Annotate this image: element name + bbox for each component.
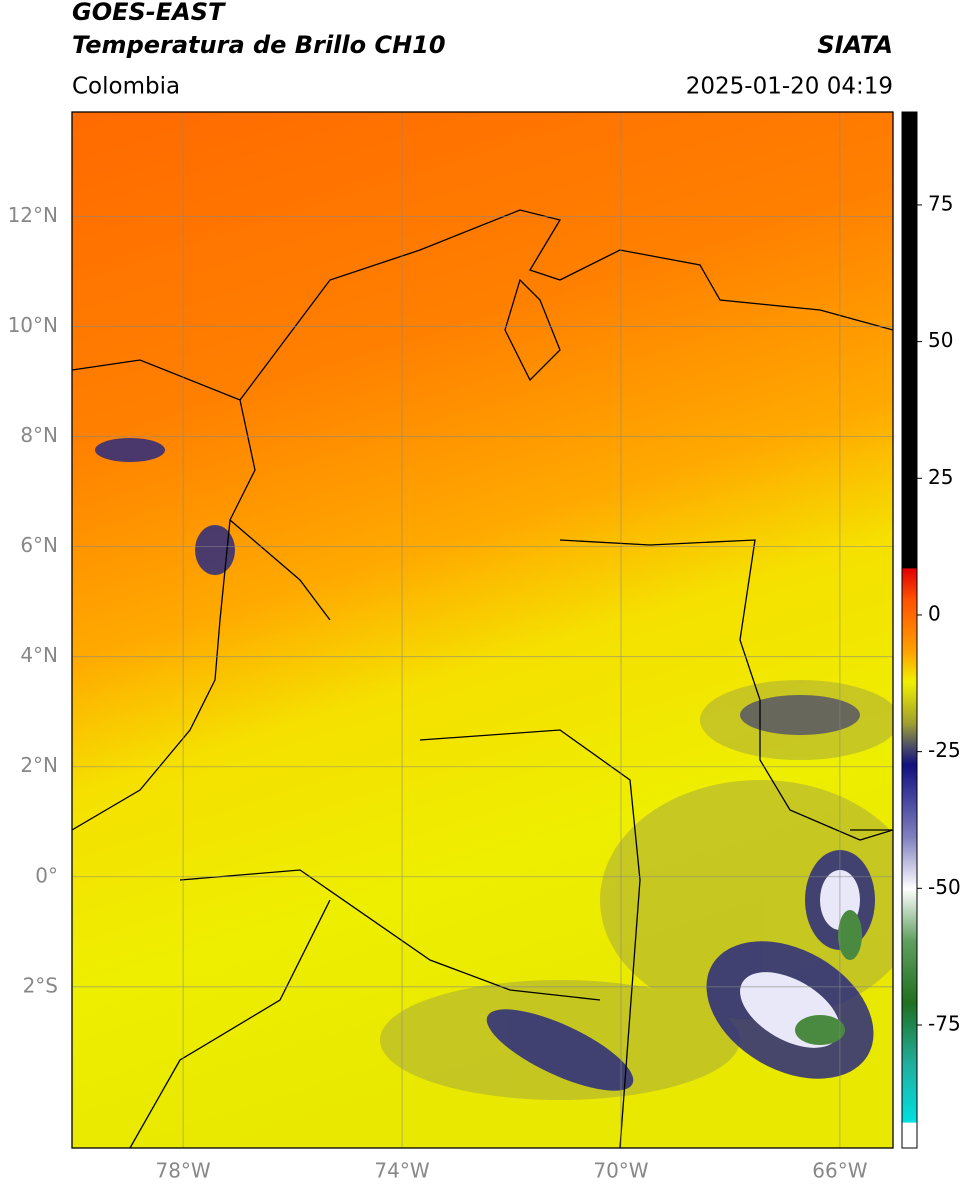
title: GOES-EAST bbox=[72, 0, 226, 26]
timestamp: 2025-01-20 04:19 bbox=[686, 74, 893, 100]
lat-label: 2°S bbox=[23, 973, 58, 997]
region: Colombia bbox=[72, 74, 180, 100]
graticule bbox=[72, 112, 893, 1148]
lon-label: 66°W bbox=[812, 1159, 867, 1183]
subtitle: Temperatura de Brillo CH10 bbox=[72, 31, 446, 59]
green-core bbox=[795, 910, 862, 1045]
colorbar-label: -75 bbox=[928, 1011, 961, 1035]
colorbar bbox=[901, 111, 918, 1149]
lat-label: 2°N bbox=[20, 753, 58, 777]
borders bbox=[72, 209, 893, 1148]
colorbar-label: -50 bbox=[928, 875, 961, 899]
map-frame bbox=[71, 111, 894, 1149]
source: SIATA bbox=[817, 31, 893, 59]
lat-label: 6°N bbox=[20, 533, 58, 557]
lon-label: 70°W bbox=[593, 1159, 648, 1183]
lat-label: 8°N bbox=[20, 423, 58, 447]
colorbar-label: 50 bbox=[928, 328, 953, 352]
lat-label: 10°N bbox=[8, 313, 58, 337]
lat-label: 12°N bbox=[8, 203, 58, 227]
colorbar-label: 25 bbox=[928, 465, 953, 489]
colorbar-label: 75 bbox=[928, 191, 953, 215]
colorbar-label: 0 bbox=[928, 601, 941, 625]
map-image bbox=[72, 112, 893, 1148]
lat-label: 4°N bbox=[20, 643, 58, 667]
colorbar-label: -25 bbox=[928, 738, 961, 762]
lon-label: 78°W bbox=[155, 1159, 210, 1183]
lat-label: 0° bbox=[35, 863, 58, 887]
lon-label: 74°W bbox=[374, 1159, 429, 1183]
